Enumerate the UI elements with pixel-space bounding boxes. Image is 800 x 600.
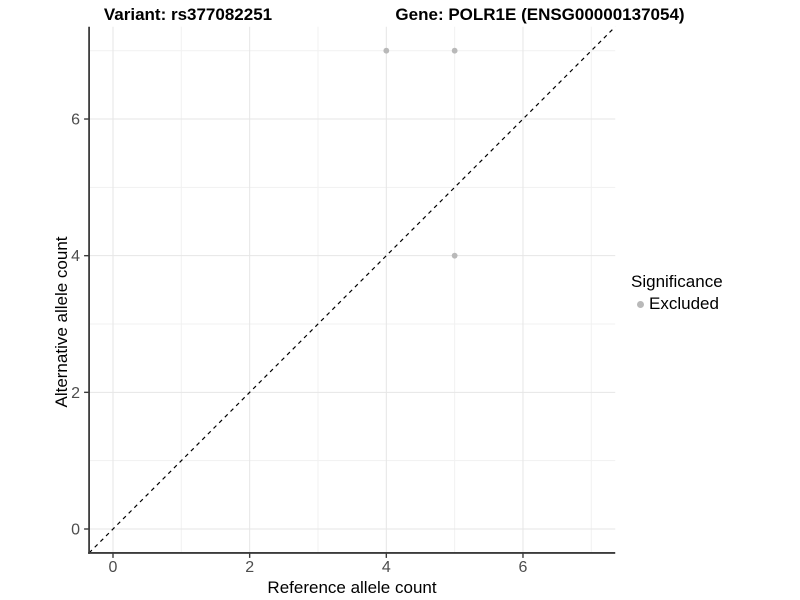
- data-point: [451, 252, 458, 259]
- y-axis-title: Alternative allele count: [52, 236, 71, 408]
- y-tick-label: 0: [71, 522, 80, 539]
- plot-title-variant: Variant: rs377082251: [103, 5, 273, 24]
- legend-title: Significance: [631, 272, 723, 291]
- data-point: [451, 47, 458, 54]
- x-tick-label: 0: [109, 559, 118, 576]
- y-tick-label: 6: [71, 112, 80, 129]
- x-tick-label: 4: [382, 559, 391, 576]
- plot-title-gene: Gene: POLR1E (ENSG00000137054): [395, 5, 685, 24]
- x-tick-label: 2: [245, 559, 254, 576]
- data-point: [383, 47, 390, 54]
- legend: Significance Excluded: [631, 272, 723, 314]
- identity-line: [88, 26, 616, 554]
- legend-point-icon: [637, 300, 644, 308]
- y-tick-label: 4: [71, 248, 80, 265]
- x-tick-label: 6: [519, 559, 528, 576]
- y-tick-label: 2: [71, 385, 80, 402]
- x-axis-title: Reference allele count: [267, 578, 437, 597]
- legend-entry-excluded: Excluded: [631, 294, 723, 314]
- legend-entry-label: Excluded: [649, 294, 719, 313]
